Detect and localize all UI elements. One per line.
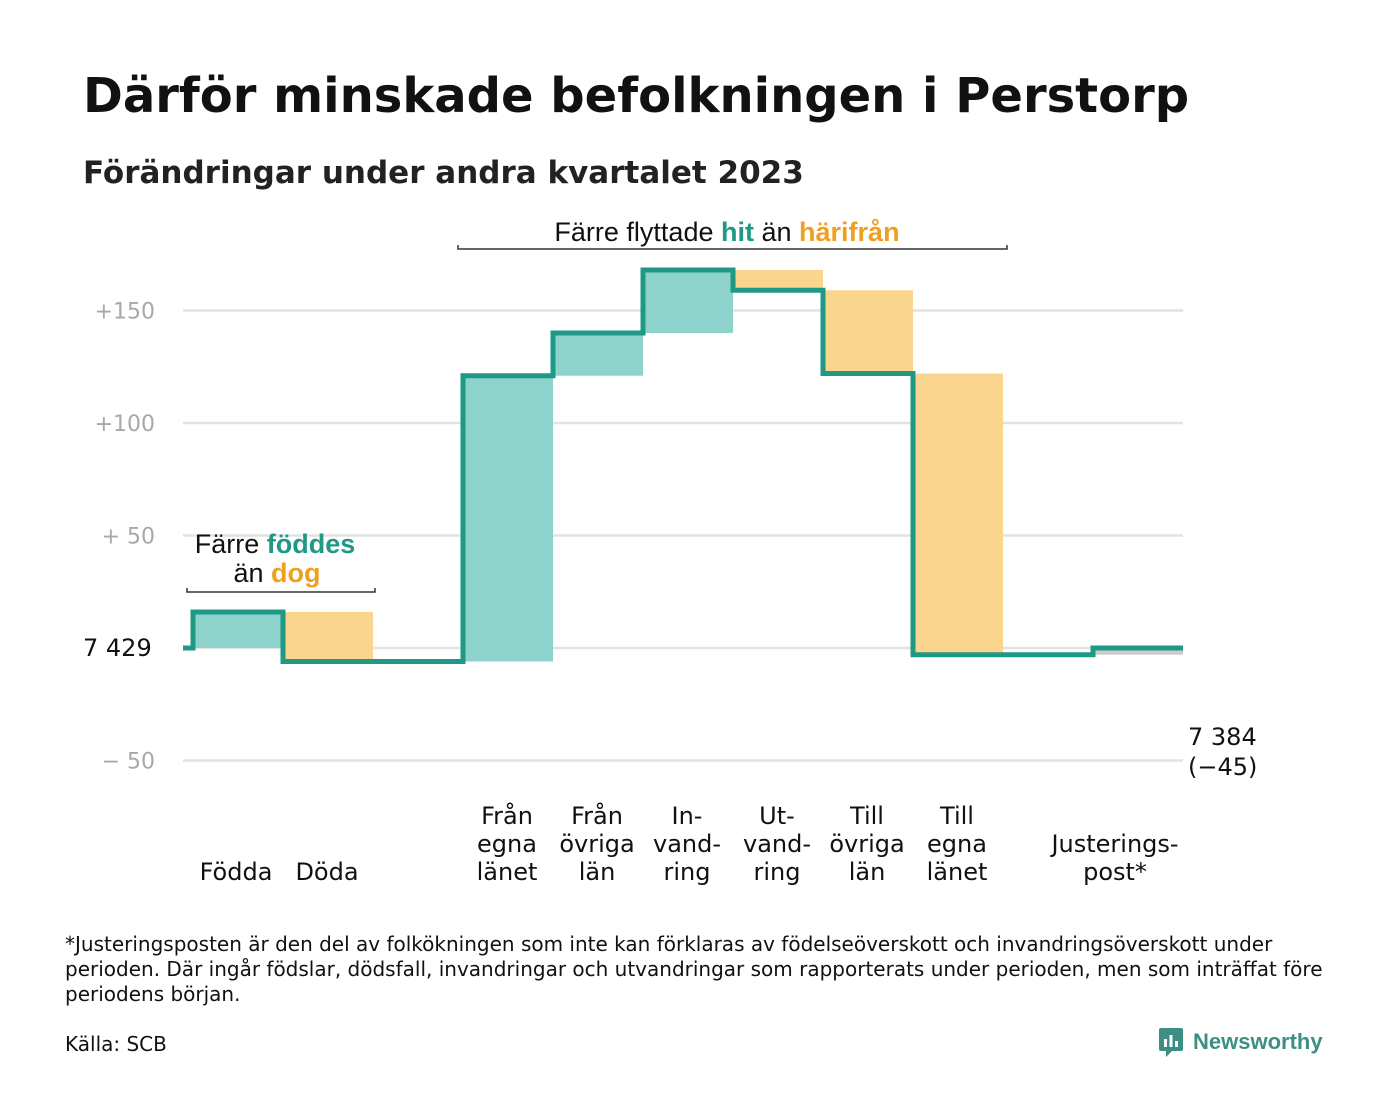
- bar-adjustment: [1093, 648, 1183, 655]
- births-annotation: Färre föddes än dog: [186, 529, 376, 593]
- category-label: Justerings-: [1049, 830, 1178, 858]
- waterfall-chart: +150+100+ 50− 50 Födda DödaFrånegnalänetF…: [83, 217, 1257, 886]
- category-label: övriga: [829, 830, 904, 858]
- category-label: Från: [481, 801, 533, 830]
- bar-outflow: [913, 373, 1003, 655]
- category-label: Till: [939, 802, 974, 830]
- migration-annotation-middle: än: [754, 217, 799, 247]
- category-label: övriga: [559, 830, 634, 858]
- category-label: län: [849, 858, 886, 886]
- y-tick-label: + 50: [102, 525, 155, 550]
- migration-annotation-text: Färre flyttade hit än härifrån: [554, 217, 899, 247]
- category-label: Till: [849, 802, 884, 830]
- bar-inflow: [193, 612, 283, 648]
- category-label: Från: [571, 801, 623, 830]
- footnote: *Justeringsposten är den del av folkökni…: [65, 932, 1323, 1006]
- bar-outflow: [823, 290, 913, 374]
- category-label: egna: [477, 830, 537, 858]
- end-change-label: (−45): [1188, 753, 1257, 781]
- bar-inflow: [463, 375, 553, 662]
- deaths-annotation-line2: än dog: [233, 558, 320, 588]
- bars: [193, 270, 1183, 662]
- category-label: Döda: [295, 858, 358, 886]
- end-value-label: 7 384: [1188, 723, 1257, 751]
- deaths-annotation-highlight: dog: [271, 558, 320, 588]
- y-tick-label: +150: [95, 300, 155, 325]
- category-label: Födda: [200, 858, 273, 886]
- births-annotation-line1: Färre föddes: [195, 529, 356, 559]
- births-annotation-highlight: föddes: [267, 529, 356, 559]
- category-label: ring: [754, 858, 801, 886]
- step-line-layer: [183, 267, 1183, 664]
- category-label: län: [579, 858, 616, 886]
- migration-annotation-prefix: Färre flyttade: [554, 217, 721, 247]
- chart-title: Därför minskade befolkningen i Perstorp: [83, 68, 1190, 124]
- births-annotation-bracket: [186, 588, 376, 593]
- migration-annotation-out: härifrån: [799, 217, 900, 247]
- y-axis-ticks: +150 +100 + 50 − 50: [95, 300, 155, 775]
- bar-inflow: [553, 333, 643, 376]
- category-label: vand-: [653, 830, 721, 858]
- category-label: ring: [664, 858, 711, 886]
- bar-outflow: [283, 612, 373, 662]
- newsworthy-logo-icon: [1159, 1028, 1183, 1057]
- category-label: vand-: [743, 830, 811, 858]
- bar-outflow: [733, 270, 823, 291]
- start-value-label: 7 429: [83, 634, 152, 662]
- deaths-annotation-prefix: än: [233, 558, 271, 588]
- step-line: [183, 267, 1183, 664]
- bar-inflow: [643, 270, 733, 333]
- category-labels: Födda DödaFrånegnalänetFrånövrigalänIn-va…: [200, 801, 1179, 886]
- category-label: Ut-: [759, 802, 795, 830]
- y-tick-label: +100: [95, 412, 155, 437]
- newsworthy-brand[interactable]: Newsworthy: [1158, 1026, 1323, 1058]
- category-label: länet: [477, 858, 538, 886]
- category-label: post*: [1083, 858, 1147, 886]
- chart-subtitle: Förändringar under andra kvartalet 2023: [83, 155, 804, 191]
- source-label: Källa: SCB: [65, 1032, 167, 1056]
- brand-name: Newsworthy: [1193, 1029, 1323, 1054]
- category-label: In-: [672, 802, 703, 830]
- category-label: egna: [927, 830, 987, 858]
- migration-annotation: Färre flyttade hit än härifrån: [457, 217, 1008, 250]
- category-label: länet: [927, 858, 988, 886]
- migration-annotation-bracket: [457, 245, 1008, 250]
- births-annotation-prefix: Färre: [195, 529, 267, 559]
- migration-annotation-in: hit: [721, 217, 754, 247]
- y-tick-label: − 50: [102, 750, 155, 775]
